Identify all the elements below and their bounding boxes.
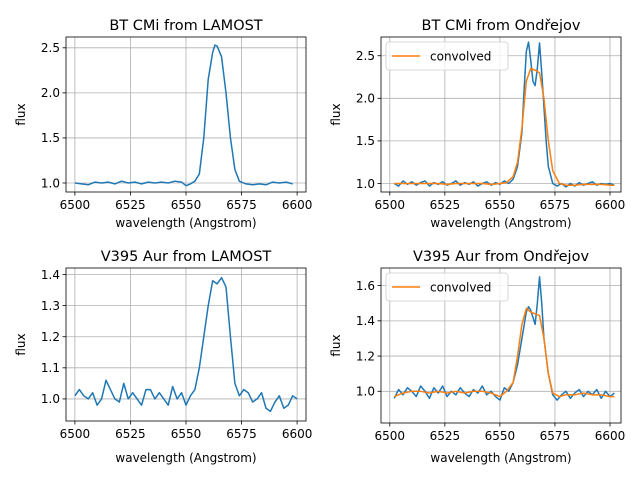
x-tick-label: 6575: [226, 198, 257, 212]
y-axis-label: flux: [14, 333, 28, 355]
x-tick-label: 6550: [485, 429, 516, 443]
legend-label: convolved: [430, 280, 491, 294]
series-group: [393, 41, 615, 188]
y-tick-label: 1.6: [356, 279, 375, 293]
y-tick-label: 1.1: [41, 361, 60, 375]
series-group: [393, 276, 615, 401]
x-tick-label: 6525: [430, 198, 461, 212]
x-tick-label: 6500: [60, 427, 91, 441]
x-axis-label: wavelength (Angstrom): [430, 451, 571, 465]
y-tick-label: 1.3: [41, 299, 60, 313]
legend: convolved: [385, 272, 509, 302]
legend-box: [385, 272, 509, 302]
grid: [66, 268, 306, 421]
panel-bt-cmi-ondrejov: BT CMi from Ondřejov wavelength (Angstro…: [329, 18, 625, 230]
y-tick-label: 1.2: [356, 349, 375, 363]
x-tick-label: 6500: [375, 198, 406, 212]
x-tick-label: 6575: [540, 198, 571, 212]
y-tick-label: 1.0: [41, 392, 60, 406]
x-tick-label: 6575: [540, 429, 571, 443]
convolved-line: [394, 67, 615, 186]
spectrum-line: [74, 44, 293, 187]
y-tick-label: 1.5: [356, 134, 375, 148]
x-tick-label: 6550: [171, 198, 202, 212]
x-tick-label: 6500: [60, 198, 91, 212]
x-tick-label: 6600: [595, 429, 626, 443]
y-tick-label: 1.0: [356, 385, 375, 399]
series-group: [74, 44, 293, 187]
x-tick-label: 6600: [282, 198, 313, 212]
y-tick-label: 1.5: [41, 131, 60, 145]
y-tick-label: 2.0: [356, 92, 375, 106]
x-axis-label: wavelength (Angstrom): [430, 216, 571, 230]
x-tick-label: 6525: [430, 429, 461, 443]
chart-title: BT CMi from LAMOST: [109, 18, 262, 34]
x-tick-label: 6525: [115, 427, 146, 441]
y-axis-label: flux: [14, 103, 28, 125]
y-axis-label: flux: [329, 334, 343, 356]
y-tick-label: 2.5: [41, 41, 60, 55]
x-tick-label: 6550: [171, 427, 202, 441]
y-tick-label: 1.4: [356, 314, 375, 328]
x-tick-label: 6550: [485, 198, 516, 212]
x-axis-label: wavelength (Angstrom): [115, 451, 256, 465]
convolved-line: [393, 307, 615, 398]
x-tick-label: 6500: [375, 429, 406, 443]
chart-title: V395 Aur from Ondřejov: [413, 249, 590, 265]
legend-label: convolved: [430, 49, 491, 63]
x-tick-label: 6600: [595, 198, 626, 212]
y-tick-label: 2.5: [356, 49, 375, 63]
x-tick-label: 6600: [282, 427, 313, 441]
panel-bt-cmi-lamost: BT CMi from LAMOST wavelength (Angstrom)…: [14, 18, 312, 230]
spectrum-line: [74, 276, 298, 413]
series-group: [74, 276, 298, 413]
y-axis-label: flux: [329, 103, 343, 125]
x-tick-label: 6525: [115, 198, 146, 212]
y-tick-label: 1.4: [41, 268, 60, 282]
x-tick-label: 6575: [226, 427, 257, 441]
panel-v395-aur-ondrejov: V395 Aur from Ondřejov wavelength (Angst…: [329, 249, 625, 465]
axes-frame: [380, 267, 622, 424]
axes-frame: [380, 36, 622, 193]
legend-box: [385, 41, 509, 71]
x-axis-label: wavelength (Angstrom): [115, 216, 256, 230]
y-tick-label: 2.0: [41, 86, 60, 100]
legend: convolved: [385, 41, 509, 71]
panel-v395-aur-lamost: V395 Aur from LAMOST wavelength (Angstro…: [14, 249, 312, 465]
y-tick-label: 1.2: [41, 330, 60, 344]
chart-title: BT CMi from Ondřejov: [422, 18, 581, 34]
y-tick-label: 1.0: [356, 177, 375, 191]
chart-title: V395 Aur from LAMOST: [101, 249, 272, 265]
y-tick-label: 1.0: [41, 176, 60, 190]
